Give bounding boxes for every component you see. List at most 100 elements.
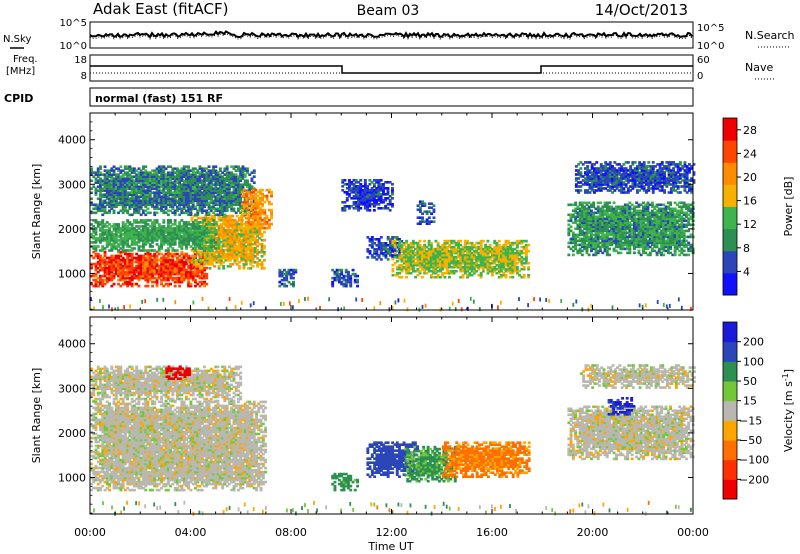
power-cell: [200, 262, 204, 266]
power-cell: [110, 197, 114, 201]
power-cell: [207, 239, 211, 242]
power-cell: [155, 197, 159, 201]
power-cell: [123, 243, 127, 246]
power-cell: [99, 209, 102, 213]
power-cell: [112, 223, 116, 226]
power-cell: [148, 262, 152, 266]
power-cell: [144, 205, 148, 209]
power-cell: [160, 227, 163, 230]
power-cell: [128, 227, 132, 230]
power-cell: [123, 179, 127, 182]
power-cell: [110, 207, 114, 211]
power-cell: [432, 204, 436, 207]
power-cell: [126, 252, 130, 256]
power-cell: [157, 247, 161, 250]
power-cell: [155, 276, 159, 280]
power-cell: [182, 256, 186, 260]
power-cell: [110, 203, 114, 207]
power-cell: [242, 236, 246, 240]
power-cell: [155, 282, 159, 286]
power-cell: [228, 222, 232, 226]
power-cell: [432, 216, 436, 219]
power-cell: [175, 252, 179, 256]
power-cell: [228, 224, 232, 228]
power-cell: [249, 267, 253, 270]
power-cell: [137, 205, 141, 209]
power-cell: [260, 244, 264, 248]
power-cell: [166, 249, 170, 252]
power-cell: [247, 244, 250, 248]
power-cell: [164, 264, 168, 268]
power-cell: [155, 199, 159, 203]
power-cell: [242, 253, 246, 256]
power-cell: [130, 187, 134, 190]
power-cell: [148, 270, 152, 274]
power-cell: [142, 211, 145, 215]
power-cell: [126, 241, 130, 244]
power-cell: [185, 262, 188, 266]
power-cell: [148, 203, 152, 207]
power-cell: [511, 275, 515, 279]
power-cell: [238, 234, 241, 238]
power-cell: [94, 231, 98, 234]
power-cell: [133, 181, 136, 184]
power-cell: [160, 274, 163, 278]
power-cell: [160, 256, 163, 260]
power-cell: [119, 268, 123, 272]
power-cell: [567, 253, 571, 257]
power-cell: [213, 250, 216, 254]
power-cell: [160, 229, 163, 232]
power-cell: [101, 223, 105, 226]
power-cell: [130, 268, 134, 272]
power-cell: [182, 268, 186, 272]
power-cell: [121, 241, 125, 244]
power-cell: [135, 173, 139, 176]
power-cell: [133, 227, 136, 230]
power-cell: [142, 247, 145, 250]
power-cell: [182, 229, 186, 232]
power-cell: [103, 177, 107, 180]
power-cell: [189, 276, 193, 280]
power-cell: [112, 227, 116, 230]
power-cell: [103, 185, 107, 188]
power-cell: [133, 207, 136, 211]
power-cell: [142, 183, 145, 186]
power-cell: [148, 211, 152, 215]
power-cell: [185, 272, 188, 276]
power-cell: [238, 226, 241, 230]
power-cell: [151, 227, 154, 230]
power-cell: [108, 227, 111, 230]
power-cell: [235, 244, 239, 248]
power-cell: [108, 169, 111, 172]
power-cell: [117, 167, 120, 170]
power-cell: [133, 243, 136, 246]
power-cell: [356, 274, 359, 278]
power-cell: [133, 274, 136, 278]
power-cell: [238, 222, 241, 226]
power-cell: [105, 266, 109, 270]
power-cell: [197, 263, 201, 266]
power-cell: [117, 197, 120, 201]
power-cell: [180, 241, 184, 244]
power-cell: [178, 264, 182, 268]
power-cell: [240, 220, 244, 224]
power-cell: [103, 211, 107, 215]
power-cell: [162, 237, 166, 240]
power-cell: [169, 237, 172, 240]
power-cell: [133, 266, 136, 270]
power-cell: [130, 175, 134, 178]
power-cell: [222, 261, 226, 264]
power-cell: [123, 195, 127, 199]
power-cell: [144, 233, 148, 236]
power-cell: [363, 179, 367, 182]
power-cell: [191, 278, 195, 282]
power-cell: [148, 233, 152, 236]
power-cell: [217, 230, 221, 234]
power-cell: [112, 241, 116, 244]
power-cell: [112, 211, 116, 215]
power-cell: [137, 268, 141, 272]
power-cell: [180, 276, 184, 280]
power-cell: [112, 229, 116, 232]
power-cell: [130, 225, 134, 228]
